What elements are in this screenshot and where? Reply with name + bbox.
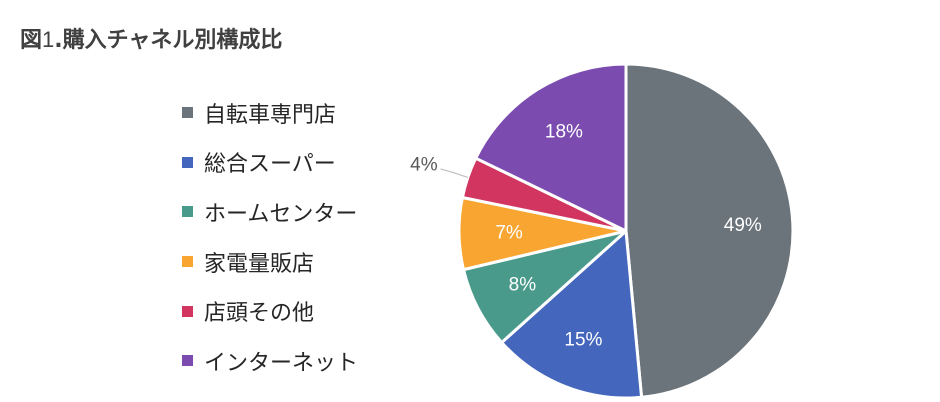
pie-slice <box>624 62 795 399</box>
data-label: 7% <box>495 222 523 243</box>
leader-line <box>440 168 468 178</box>
legend-swatch <box>182 206 193 218</box>
legend-item: 総合スーパー <box>182 138 358 188</box>
legend-label: ホームセンター <box>204 201 358 227</box>
legend-swatch <box>182 305 193 317</box>
title-text: .購入チャネル別構成比 <box>54 28 283 53</box>
legend-swatch <box>182 355 193 367</box>
legend-item: 自転車専門店 <box>182 88 358 138</box>
legend-item: ホームセンター <box>182 187 358 237</box>
legend-item: インターネット <box>182 336 358 386</box>
chart-title: 図1.購入チャネル別構成比 <box>20 22 282 54</box>
chart-legend: 自転車専門店 総合スーパー ホームセンター 家電量販店 店頭その他 インターネッ… <box>182 88 358 386</box>
legend-item: 店頭その他 <box>182 286 358 336</box>
pie-slice <box>474 62 628 233</box>
data-label: 49% <box>724 215 762 236</box>
legend-item: 家電量販店 <box>182 237 358 287</box>
legend-swatch <box>182 156 193 168</box>
data-label-external: 4% <box>410 154 438 175</box>
legend-label: 家電量販店 <box>204 251 315 277</box>
data-label: 18% <box>545 121 583 142</box>
legend-swatch <box>182 256 193 268</box>
legend-label: 自転車専門店 <box>204 102 337 128</box>
data-label: 8% <box>509 275 537 296</box>
legend-label: 店頭その他 <box>204 301 315 327</box>
data-label: 15% <box>564 329 602 350</box>
legend-label: インターネット <box>204 350 359 376</box>
pie-slice <box>500 229 644 400</box>
title-number: 1 <box>42 27 55 52</box>
legend-swatch <box>182 107 193 119</box>
legend-label: 総合スーパー <box>204 152 336 178</box>
title-prefix: 図 <box>20 28 43 53</box>
